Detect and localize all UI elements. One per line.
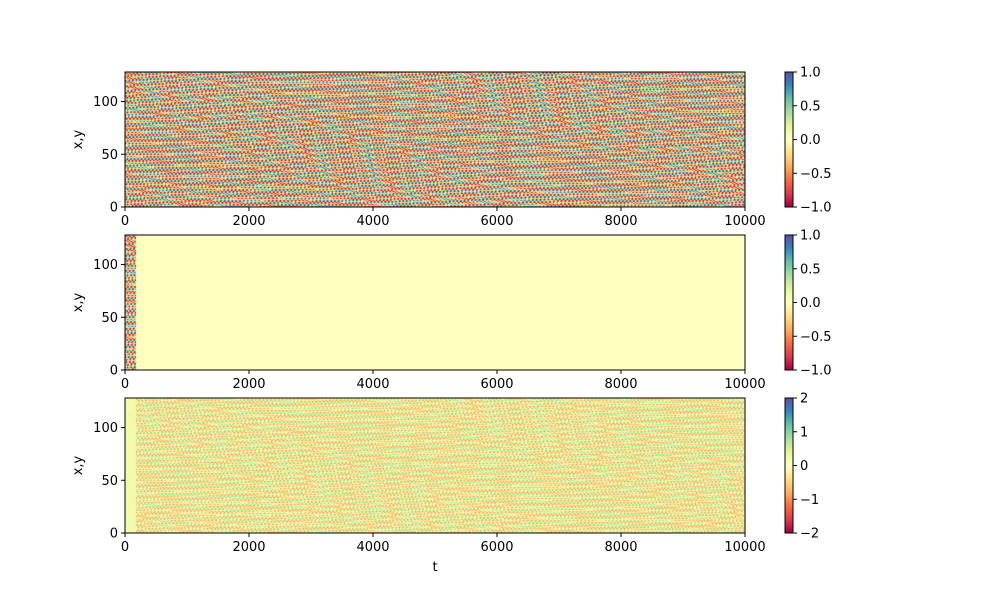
- x-tick-label: 10000: [724, 540, 765, 555]
- colorbar-tick-label: −2: [800, 527, 819, 542]
- heatmap-image: [125, 235, 745, 370]
- axes-frame: [124, 397, 746, 534]
- colorbar-tick-label: 0.0: [800, 296, 821, 311]
- colorbar: −1.0 −0.5 0.0 0.5 1.0: [784, 229, 832, 379]
- y-tick-label: 50: [101, 311, 118, 326]
- x-tick-label: 2000: [232, 540, 265, 555]
- colorbar-tick-label: 0.5: [800, 99, 821, 114]
- x-axis-label: t: [432, 560, 437, 575]
- x-tick-label: 10000: [724, 377, 765, 392]
- x-tick-label: 6000: [480, 214, 513, 229]
- y-axis-label: x,y: [71, 129, 86, 149]
- axes-frame: [124, 234, 746, 371]
- y-tick-label: 0: [110, 364, 118, 379]
- y-tick-label: 50: [101, 474, 118, 489]
- y-axis-label: x,y: [71, 455, 86, 475]
- colorbar-tick-label: 1.0: [800, 66, 821, 81]
- x-tick-label: 0: [121, 540, 129, 555]
- y-tick-label: 100: [93, 258, 118, 273]
- heatmap-panel-1: 0 2000 4000 6000 8000 10000 0 50 100 x,y −1.0 −0.5 0…: [71, 66, 832, 230]
- x-tick-label: 4000: [356, 377, 389, 392]
- colorbar-gradient: [785, 235, 793, 370]
- y-tick-label: 100: [93, 95, 118, 110]
- colorbar-tick-label: 0.0: [800, 133, 821, 148]
- colorbar-tick-label: −1.0: [800, 364, 832, 379]
- colorbar-tick-label: 2: [800, 392, 808, 407]
- colorbar-gradient: [785, 72, 793, 207]
- axes-frame: [124, 71, 746, 208]
- x-tick-label: 2000: [232, 214, 265, 229]
- colorbar-gradient: [785, 398, 793, 533]
- x-tick-label: 4000: [356, 540, 389, 555]
- x-tick-label: 6000: [480, 540, 513, 555]
- colorbar-tick-label: −1.0: [800, 201, 832, 216]
- y-axis-label: x,y: [71, 292, 86, 312]
- colorbar-tick-label: −0.5: [800, 167, 832, 182]
- colorbar-tick-label: 1.0: [800, 229, 821, 244]
- x-tick-label: 6000: [480, 377, 513, 392]
- x-tick-label: 8000: [604, 540, 637, 555]
- colorbar-tick-label: −0.5: [800, 330, 832, 345]
- colorbar: −1.0 −0.5 0.0 0.5 1.0: [784, 66, 832, 216]
- x-tick-label: 10000: [724, 214, 765, 229]
- heatmap-image: [125, 72, 745, 207]
- heatmap-panel-3: 0 2000 4000 6000 8000 10000 0 50 100 x,y t −2 −1 0 1 2: [71, 392, 819, 576]
- colorbar-tick-label: 1: [800, 425, 808, 440]
- x-tick-label: 8000: [604, 377, 637, 392]
- x-tick-label: 0: [121, 214, 129, 229]
- y-tick-label: 0: [110, 527, 118, 542]
- colorbar: −2 −1 0 1 2: [784, 392, 819, 542]
- heatmap-image: [125, 398, 745, 533]
- x-tick-label: 2000: [232, 377, 265, 392]
- y-tick-label: 0: [110, 201, 118, 216]
- y-tick-label: 50: [101, 148, 118, 163]
- x-tick-label: 8000: [604, 214, 637, 229]
- colorbar-tick-label: 0.5: [800, 262, 821, 277]
- heatmap-panel-2: 0 2000 4000 6000 8000 10000 0 50 100 x,y −1.0 −0.5 0…: [71, 229, 832, 393]
- x-tick-label: 4000: [356, 214, 389, 229]
- colorbar-tick-label: 0: [800, 459, 808, 474]
- x-tick-label: 0: [121, 377, 129, 392]
- colorbar-tick-label: −1: [800, 493, 819, 508]
- y-tick-label: 100: [93, 421, 118, 436]
